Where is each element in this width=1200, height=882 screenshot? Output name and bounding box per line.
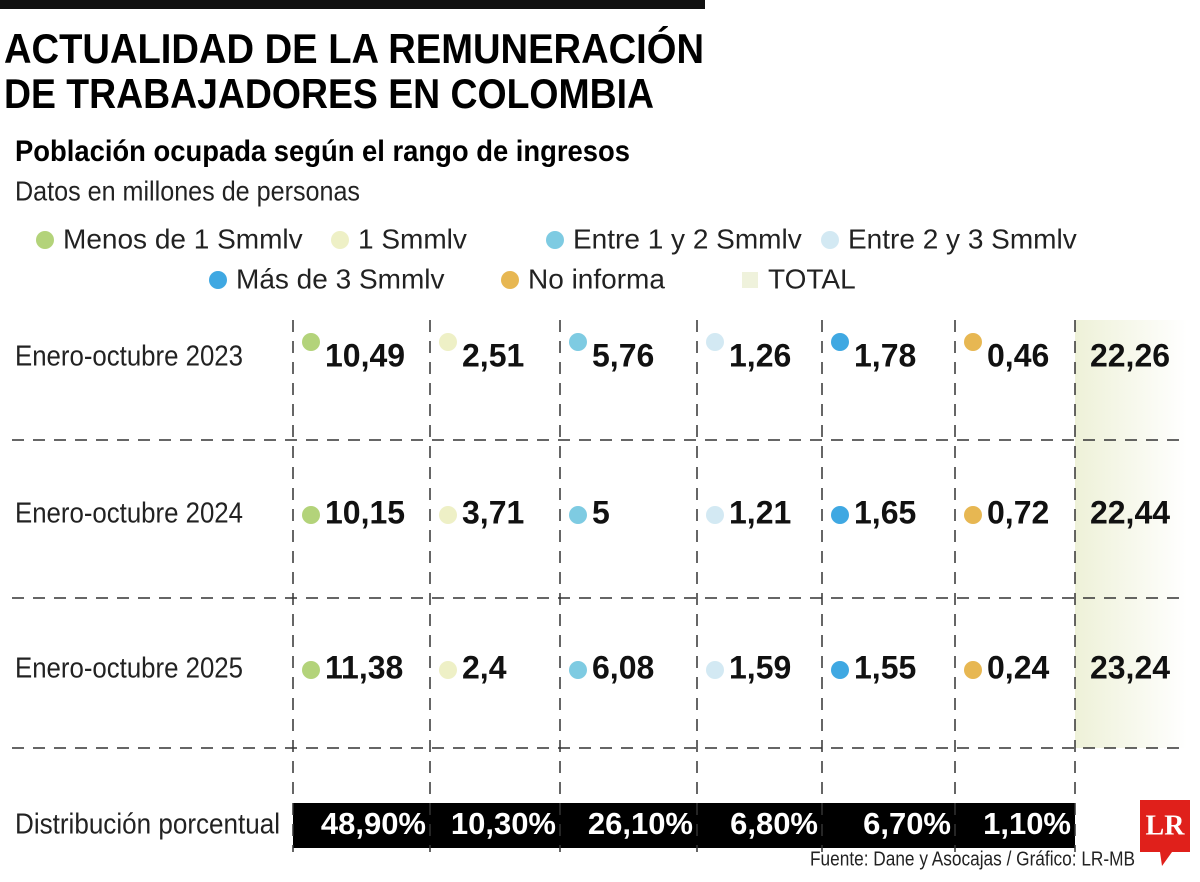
value-dot [831,661,849,679]
cell-value: 5 [592,494,610,530]
value-dot [302,661,320,679]
distribution-value: 48,90% [321,806,426,841]
cell-value: 0,72 [987,494,1049,530]
distribution-value: 26,10% [588,806,693,841]
subtitle: Población ocupada según el rango de ingr… [15,135,630,168]
cell-value: 1,55 [854,649,916,685]
source: Fuente: Dane y Asocajas / Gráfico: LR-MB [810,848,1135,870]
cell-value: 10,49 [325,337,405,373]
value-dot [964,333,982,351]
cell-value: 5,76 [592,337,654,373]
legend-dot [331,231,349,249]
cell-value: 0,24 [987,649,1049,685]
legend-swatch [742,272,758,288]
logo: LR [1146,810,1186,841]
cell-value: 0,46 [987,337,1049,373]
value-dot [569,506,587,524]
cell-value: 1,78 [854,337,916,373]
value-dot [569,661,587,679]
title: DE TRABAJADORES EN COLOMBIA [4,70,654,117]
legend-label: Entre 1 y 2 Smmlv [573,223,802,254]
cell-value: 10,15 [325,494,405,530]
value-dot [831,506,849,524]
value-dot [439,506,457,524]
cell-value: 11,38 [325,649,403,685]
total-value: 22,44 [1090,494,1170,530]
cell-value: 1,26 [729,337,791,373]
total-column-bg [1075,320,1187,748]
distribution-bar [293,803,1075,848]
note: Datos en millones de personas [15,175,360,206]
distribution-value: 1,10% [983,806,1071,841]
cell-value: 1,65 [854,494,916,530]
value-dot [439,661,457,679]
legend-dot [209,271,227,289]
cell-value: 1,59 [729,649,791,685]
distribution-value: 6,70% [863,806,951,841]
row-label: Enero-octubre 2025 [15,653,243,685]
distribution-label: Distribución porcentual [15,809,280,841]
value-dot [302,333,320,351]
value-dot [706,661,724,679]
value-dot [706,333,724,351]
legend-dot [501,271,519,289]
distribution-value: 10,30% [451,806,556,841]
legend-dot [821,231,839,249]
value-dot [439,333,457,351]
total-value: 22,26 [1090,337,1170,373]
logo-bg [1140,800,1190,866]
row-label: Enero-octubre 2023 [15,341,243,373]
cell-value: 6,08 [592,649,654,685]
value-dot [831,333,849,351]
value-dot [964,661,982,679]
distribution-value: 6,80% [730,806,818,841]
legend-dot [546,231,564,249]
top-bar [0,0,705,9]
value-dot [302,506,320,524]
legend-label: TOTAL [768,263,856,294]
title: ACTUALIDAD DE LA REMUNERACIÓN [4,24,704,72]
value-dot [706,506,724,524]
row-label: Enero-octubre 2024 [15,498,243,530]
cell-value: 1,21 [729,494,791,530]
value-dot [569,333,587,351]
value-dot [964,506,982,524]
cell-value: 2,4 [462,649,507,685]
legend-label: 1 Smmlv [358,223,467,254]
legend-label: Más de 3 Smmlv [236,263,445,294]
legend-dot [36,231,54,249]
legend-label: Menos de 1 Smmlv [63,223,303,254]
cell-value: 2,51 [462,337,524,373]
cell-value: 3,71 [462,494,524,530]
total-value: 23,24 [1090,649,1170,685]
legend-label: No informa [528,263,665,294]
legend-label: Entre 2 y 3 Smmlv [848,223,1077,254]
